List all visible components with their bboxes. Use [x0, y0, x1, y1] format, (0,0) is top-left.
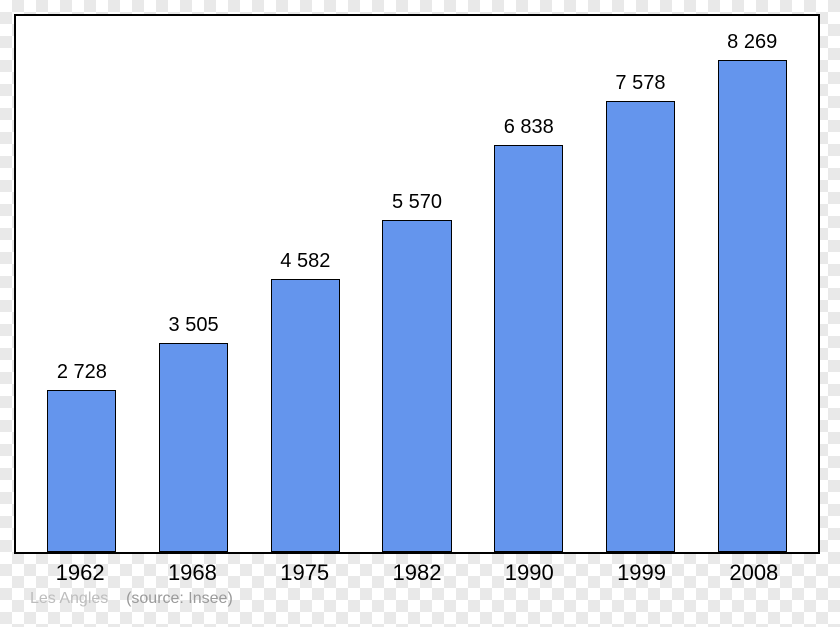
bar-rect	[606, 101, 675, 552]
x-axis-label: 1999	[585, 560, 697, 586]
x-axis-label: 2008	[698, 560, 810, 586]
footer-source: (source: Insee)	[126, 590, 233, 607]
bar-rect	[382, 220, 451, 552]
bar-rect	[159, 343, 228, 552]
x-axis-label: 1962	[24, 560, 136, 586]
bar-rect	[47, 390, 116, 552]
bar-value-label: 2 728	[57, 361, 107, 384]
bar-slot: 8 269	[696, 16, 808, 552]
bar-slot: 7 578	[585, 16, 697, 552]
bar-value-label: 4 582	[280, 250, 330, 273]
bar-slot: 6 838	[473, 16, 585, 552]
footer-caption: Les Angles (source: Insee)	[30, 590, 233, 608]
bar-slot: 2 728	[26, 16, 138, 552]
bar-rect	[271, 279, 340, 552]
bar-value-label: 6 838	[504, 116, 554, 139]
bar-value-label: 3 505	[169, 314, 219, 337]
bar-value-label: 8 269	[727, 31, 777, 54]
bar-slot: 3 505	[138, 16, 250, 552]
bar-value-label: 5 570	[392, 191, 442, 214]
plot-frame: 2 728 3 505 4 582 5 570 6 838 7 578 8 269	[14, 14, 820, 554]
bar-value-label: 7 578	[615, 72, 665, 95]
footer-place: Les Angles	[30, 590, 108, 607]
x-axis-label: 1990	[473, 560, 585, 586]
chart-canvas: 2 728 3 505 4 582 5 570 6 838 7 578 8 269 1962…	[0, 0, 840, 627]
bar-slot: 5 570	[361, 16, 473, 552]
x-axis-label: 1975	[249, 560, 361, 586]
bar-rect	[718, 60, 787, 552]
bar-slot: 4 582	[249, 16, 361, 552]
bars-row: 2 728 3 505 4 582 5 570 6 838 7 578 8 269	[16, 16, 818, 552]
x-axis-label: 1968	[136, 560, 248, 586]
x-axis-labels: 1962196819751982199019992008	[14, 560, 820, 586]
x-axis-label: 1982	[361, 560, 473, 586]
bar-rect	[494, 145, 563, 552]
